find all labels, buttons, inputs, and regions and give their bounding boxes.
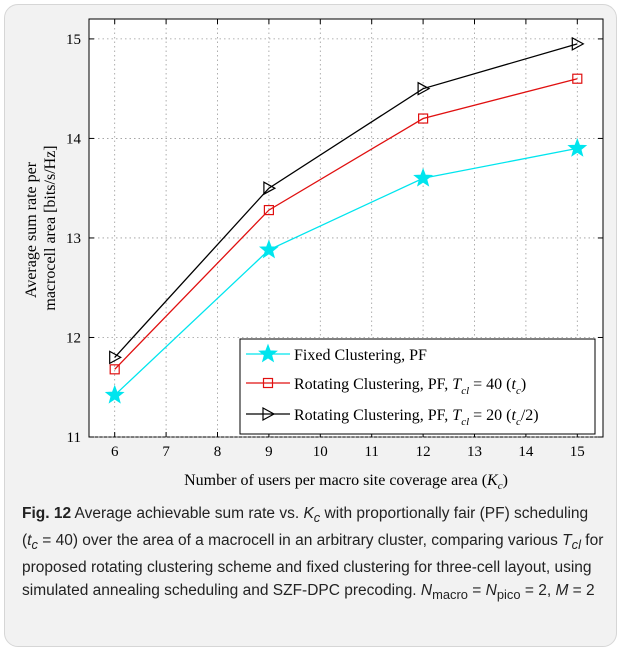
x-tick-label: 6 [111,444,119,460]
data-point [258,239,279,259]
legend-label-rot20-value: = 20 ( [469,407,511,424]
y-tick-label: 11 [67,430,81,446]
x-tick-label: 9 [265,444,273,460]
legend-label-rot40: Rotating Clustering, PF, Tcl = 40 (tc) [294,376,526,397]
legend-label-fixed: Fixed Clustering, PF [294,347,427,364]
legend-label-rot40-value: = 40 ( [469,376,511,393]
axis-ticks: 6 7 8 9 10 11 12 13 14 15 11 12 13 14 15 [66,19,603,460]
x-tick-label: 15 [570,444,585,460]
data-point [109,364,120,375]
legend-marker [262,377,274,389]
legend-box [239,338,596,435]
legend-label-rot20: Rotating Clustering, PF, Tcl = 20 (tc/2) [294,407,539,428]
series-line [114,147,578,396]
data-point [418,113,429,124]
data-series [104,36,588,404]
y-axis-label: Average sum rate per macrocell area [bit… [23,145,59,310]
data-point [571,36,585,51]
x-tick-label: 12 [416,444,431,460]
data-point [417,81,431,96]
data-point [567,137,588,157]
grid-lines [89,19,603,438]
data-point [413,167,434,187]
y-axis-label-line1: Average sum rate per [23,161,40,298]
data-point [263,204,274,216]
legend-marker [258,343,278,363]
legend-label-rot40-main: Rotating Clustering, PF, [294,376,452,393]
x-tick-label: 14 [518,444,534,460]
y-tick-label: 15 [66,32,81,48]
line-chart: 6 7 8 9 10 11 12 13 14 15 11 12 13 14 15 Number of use… [23,18,604,492]
legend-markers [246,343,290,422]
legend: Fixed Clustering, PF Rotating Clustering… [239,338,596,435]
figure-caption: Fig. 12 Average achievable sum rate vs. … [22,502,607,606]
y-tick-label: 13 [66,231,81,247]
data-point [109,350,122,365]
series-square [109,73,583,375]
x-tick-label: 7 [162,444,170,460]
y-axis-label-line2: macrocell area [bits/s/Hz] [42,145,59,310]
x-tick-label: 11 [364,444,378,460]
data-point [572,73,583,84]
data-point [104,384,125,404]
series-line [114,43,578,358]
y-tick-label: 14 [66,131,82,147]
series-triangle-right [109,36,585,365]
series-line [114,78,578,370]
legend-label-rot20-main: Rotating Clustering, PF, [294,407,452,424]
x-tick-label: 13 [467,444,482,460]
caption-text: Average achievable sum rate vs. Kc with … [22,505,604,603]
data-point [263,181,277,196]
caption-fig-label: Fig. 12 [22,505,72,522]
y-tick-label: 12 [66,330,81,346]
x-axis-label: Number of users per macro site coverage … [184,472,508,492]
legend-marker [262,406,276,422]
series-star [104,137,588,404]
x-tick-label: 8 [214,444,222,460]
x-tick-label: 10 [313,444,328,460]
